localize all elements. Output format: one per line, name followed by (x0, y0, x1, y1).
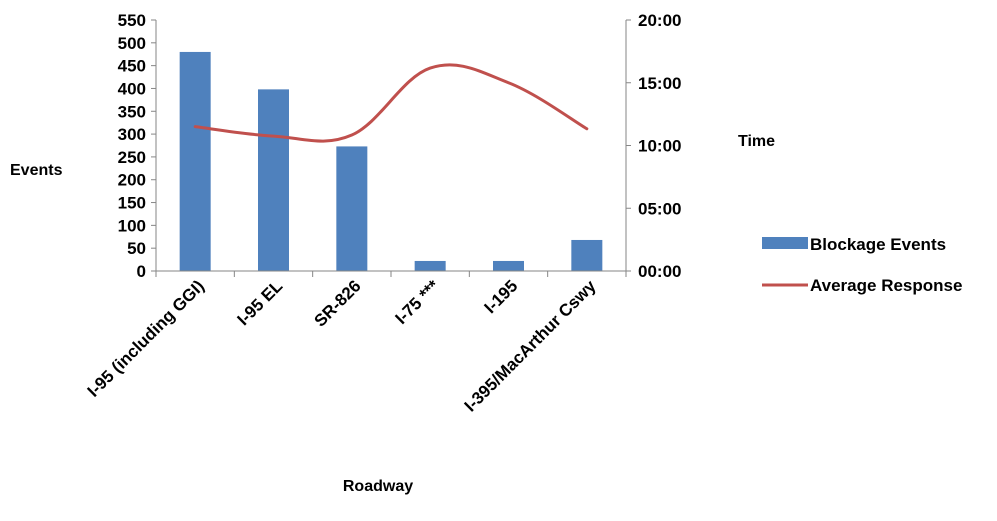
y-tick-label: 150 (118, 194, 146, 213)
x-tick-label: I-195 (480, 276, 521, 317)
y2-axis-title: Time (738, 133, 775, 150)
bar (179, 51, 211, 272)
bar (258, 89, 289, 271)
y-tick-label: 350 (118, 102, 146, 121)
x-tick-label: I-75 *** (391, 276, 443, 328)
y-tick-label: 250 (118, 148, 146, 167)
average-response-line (193, 63, 589, 143)
y-tick-label: 550 (118, 11, 146, 30)
legend: Blockage Events Average Response (762, 235, 962, 295)
y2-tick-label: 10:00 (638, 137, 681, 156)
y-axis-title: Events (10, 162, 63, 179)
y2-tick-label: 05:00 (638, 199, 681, 218)
bar (493, 260, 524, 271)
x-tick-label: I-95 EL (233, 276, 286, 329)
bar-series (179, 51, 603, 272)
x-axis-ticks: I-95 (including GGI) I-95 EL SR-826 I-75 **… (84, 271, 627, 415)
legend-swatch-blockage-events (762, 237, 808, 249)
bar (571, 239, 603, 271)
y-tick-label: 0 (137, 262, 146, 281)
bar (336, 146, 368, 271)
y-tick-label: 500 (118, 34, 146, 53)
y-tick-label: 400 (118, 79, 146, 98)
legend-label-blockage-events: Blockage Events (810, 235, 946, 254)
right-axis-ticks: 00:00 05:00 10:00 15:00 20:00 (626, 11, 681, 281)
y-tick-label: 300 (118, 125, 146, 144)
x-tick-label: I-95 (including GGI) (84, 276, 208, 400)
left-axis-ticks: 0 50 100 150 200 250 300 350 400 450 500 550 (118, 11, 156, 281)
y-tick-label: 100 (118, 216, 146, 235)
axes (155, 20, 627, 272)
bar (414, 260, 446, 271)
legend-label-average-response: Average Response (810, 276, 962, 295)
x-tick-label: SR-826 (310, 276, 364, 330)
line-series (193, 63, 589, 143)
y2-tick-label: 00:00 (638, 262, 681, 281)
x-tick-label: I-395/MacArthur Cswy (461, 276, 600, 415)
y-tick-label: 450 (118, 57, 146, 76)
y2-tick-label: 15:00 (638, 74, 681, 93)
x-axis-title: Roadway (343, 478, 413, 495)
y-tick-label: 50 (127, 239, 146, 258)
y-tick-label: 200 (118, 171, 146, 190)
y2-tick-label: 20:00 (638, 11, 681, 30)
